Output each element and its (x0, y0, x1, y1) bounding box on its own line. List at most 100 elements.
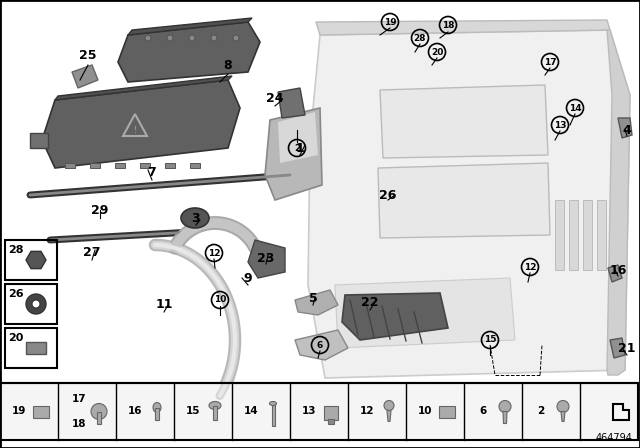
Polygon shape (295, 330, 348, 360)
Polygon shape (55, 76, 232, 100)
Bar (90, 163, 100, 168)
Text: 22: 22 (361, 296, 379, 309)
Text: 17: 17 (544, 57, 556, 66)
Text: 6: 6 (479, 406, 486, 417)
Text: 5: 5 (308, 292, 317, 305)
Text: 1: 1 (296, 142, 305, 155)
Text: 11: 11 (156, 298, 173, 311)
Bar (5, 240, 57, 280)
Bar (26, 342, 46, 354)
Bar (569, 200, 578, 270)
Text: 2: 2 (294, 143, 300, 152)
Bar (140, 163, 150, 168)
Circle shape (32, 300, 40, 308)
Text: 28: 28 (413, 34, 426, 43)
Polygon shape (248, 240, 285, 278)
Text: 29: 29 (92, 203, 109, 216)
Bar (583, 200, 592, 270)
Polygon shape (618, 118, 632, 138)
Text: 12: 12 (360, 406, 374, 417)
Text: 21: 21 (618, 341, 636, 354)
Text: 28: 28 (8, 245, 24, 255)
Text: 15: 15 (186, 406, 200, 417)
Circle shape (145, 35, 151, 41)
Text: 27: 27 (83, 246, 100, 259)
Bar (439, 405, 455, 418)
Polygon shape (342, 293, 448, 340)
Text: 16: 16 (609, 263, 627, 276)
Polygon shape (503, 412, 507, 423)
Polygon shape (278, 88, 305, 118)
Polygon shape (118, 22, 260, 82)
Text: 14: 14 (244, 406, 259, 417)
Text: 12: 12 (208, 249, 220, 258)
Bar (324, 405, 338, 419)
Text: 13: 13 (554, 121, 566, 129)
Bar (30, 133, 48, 148)
Text: 18: 18 (72, 419, 86, 429)
Bar (0, 383, 638, 440)
Bar (190, 163, 200, 168)
Ellipse shape (153, 402, 161, 413)
Bar (33, 405, 49, 418)
Polygon shape (278, 112, 318, 163)
Polygon shape (610, 338, 625, 358)
Text: 10: 10 (418, 406, 432, 417)
Bar (0, 383, 638, 440)
Bar (155, 408, 159, 419)
Text: 6: 6 (317, 340, 323, 349)
Text: 12: 12 (524, 263, 536, 271)
Text: 3: 3 (192, 211, 200, 224)
Bar (271, 404, 275, 426)
Polygon shape (607, 30, 630, 375)
Bar (597, 200, 606, 270)
Bar (213, 405, 217, 419)
Text: 19: 19 (384, 17, 396, 26)
Bar (115, 163, 125, 168)
Bar (5, 284, 57, 324)
Bar (165, 163, 175, 168)
Text: 17: 17 (72, 394, 86, 404)
Text: 24: 24 (266, 91, 284, 104)
Circle shape (557, 401, 569, 413)
Text: 10: 10 (214, 296, 226, 305)
Polygon shape (128, 18, 252, 35)
Bar (555, 200, 564, 270)
Circle shape (211, 35, 217, 41)
Circle shape (189, 35, 195, 41)
Polygon shape (561, 412, 565, 422)
Polygon shape (316, 20, 610, 35)
Text: 4: 4 (623, 124, 632, 137)
Polygon shape (380, 85, 548, 158)
Text: 20: 20 (431, 47, 443, 56)
Text: 26: 26 (8, 289, 24, 299)
Text: 13: 13 (301, 406, 316, 417)
Circle shape (384, 401, 394, 410)
Text: 9: 9 (244, 271, 252, 284)
Bar (5, 328, 57, 368)
Bar (97, 412, 101, 423)
Text: 14: 14 (569, 103, 581, 112)
Ellipse shape (269, 401, 276, 405)
Circle shape (91, 404, 107, 419)
Text: 7: 7 (148, 165, 156, 178)
Circle shape (26, 294, 46, 314)
Text: 19: 19 (12, 406, 26, 417)
Circle shape (233, 35, 239, 41)
Text: 15: 15 (484, 336, 496, 345)
Text: 20: 20 (8, 333, 24, 343)
Text: 25: 25 (79, 48, 97, 61)
Circle shape (167, 35, 173, 41)
Text: 23: 23 (257, 251, 275, 264)
Bar (328, 418, 334, 423)
Bar (65, 163, 75, 168)
Text: 464794: 464794 (595, 433, 632, 443)
Text: 2: 2 (538, 406, 545, 417)
Text: 26: 26 (380, 189, 397, 202)
Polygon shape (26, 251, 46, 269)
Polygon shape (378, 163, 550, 238)
Text: 18: 18 (442, 21, 454, 30)
Ellipse shape (209, 401, 221, 409)
Circle shape (499, 401, 511, 413)
Polygon shape (387, 410, 391, 422)
